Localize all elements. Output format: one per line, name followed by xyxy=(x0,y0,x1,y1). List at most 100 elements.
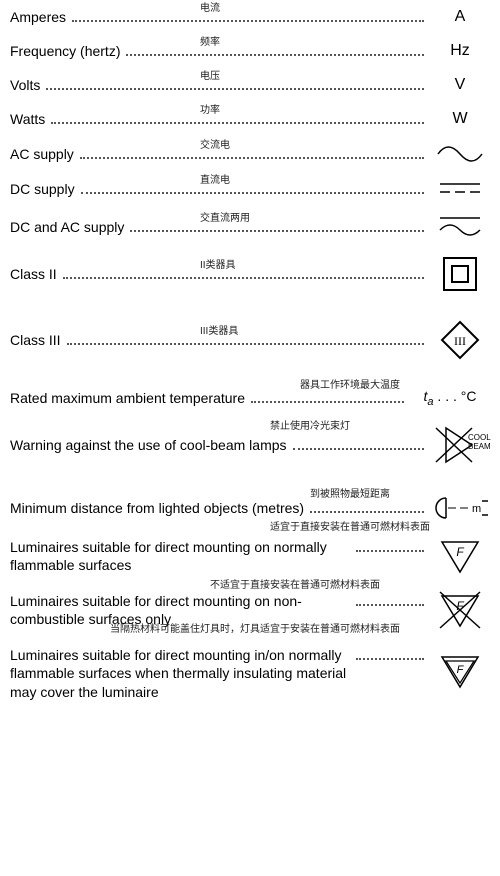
svg-text:COOL: COOL xyxy=(468,433,491,442)
chinese-annotation: 当隔热材料可能盖住灯具时，灯具适宜于安装在普通可燃材料表面 xyxy=(110,620,400,635)
definition-row: 器具工作环境最大温度Rated maximum ambient temperat… xyxy=(10,388,490,408)
ftri-icon: F xyxy=(438,538,482,574)
class2-icon xyxy=(442,256,478,292)
ac-icon xyxy=(436,144,484,164)
leader-dots xyxy=(293,448,424,450)
symbol-cell xyxy=(430,144,490,164)
leader-dots xyxy=(356,604,424,606)
term-label: Watts xyxy=(10,111,45,127)
chinese-annotation: 功率 xyxy=(200,101,220,116)
definition-row: 电压Volts V xyxy=(10,76,490,94)
chinese-annotation: 频率 xyxy=(200,33,220,48)
symbol-cell: III xyxy=(430,320,490,360)
symbols-list: 电流AmperesA频率Frequency (hertz)Hz电压VoltsV功… xyxy=(10,8,490,701)
leader-dots xyxy=(130,230,424,232)
coolbeam-icon: COOLBEAM xyxy=(432,424,488,466)
symbol-cell: ta . . . °C xyxy=(410,388,490,408)
chinese-annotation: 禁止使用冷光束灯 xyxy=(270,417,350,432)
svg-text:BEAM: BEAM xyxy=(468,442,491,451)
dc-icon xyxy=(436,180,484,198)
leader-dots xyxy=(356,658,424,660)
chinese-annotation: 器具工作环境最大温度 xyxy=(300,376,400,391)
leader-dots xyxy=(72,20,424,22)
label-column: III类器具Class III xyxy=(10,332,430,348)
term-label: Minimum distance from lighted objects (m… xyxy=(10,499,304,517)
symbol-text: Hz xyxy=(450,42,470,60)
leader-dots xyxy=(81,192,424,194)
definition-row: II类器具 Class II xyxy=(10,256,490,292)
leader-dots xyxy=(126,54,424,56)
symbol-cell: COOLBEAM xyxy=(430,424,490,466)
chinese-annotation: 到被照物最短距离 xyxy=(310,485,390,500)
symbol-cell: V xyxy=(430,76,490,94)
svg-text:F: F xyxy=(456,545,464,559)
chinese-annotation: 电压 xyxy=(200,67,220,82)
definition-row: 禁止使用冷光束灯Warning against the use of cool-… xyxy=(10,424,490,466)
label-column: 电压Volts xyxy=(10,77,430,93)
symbol-cell: A xyxy=(430,8,490,26)
term-label: DC and AC supply xyxy=(10,219,124,235)
chinese-annotation: 直流电 xyxy=(200,171,230,186)
svg-text:III: III xyxy=(454,334,466,348)
definition-row: 交直流两用DC and AC supply xyxy=(10,214,490,240)
distance-icon: m xyxy=(430,494,490,522)
term-label: Rated maximum ambient temperature xyxy=(10,390,245,406)
chinese-annotation: III类器具 xyxy=(200,322,238,337)
symbol-cell xyxy=(430,214,490,240)
term-label: Luminaires suitable for direct mounting … xyxy=(10,646,350,701)
label-column: II类器具Class II xyxy=(10,266,430,282)
leader-dots xyxy=(67,343,424,345)
leader-dots xyxy=(251,401,404,403)
leader-dots xyxy=(51,122,424,124)
symbol-text: V xyxy=(455,76,466,94)
chinese-annotation: 适宜于直接安装在普通可燃材料表面 xyxy=(270,518,430,533)
symbol-cell xyxy=(430,256,490,292)
symbol-cell: W xyxy=(430,110,490,128)
leader-dots xyxy=(80,157,424,159)
definition-row: 直流电DC supply xyxy=(10,180,490,198)
chinese-annotation: 不适宜于直接安装在普通可燃材料表面 xyxy=(210,576,380,591)
ftri_dbl-icon: F xyxy=(438,653,482,693)
symbol-text: W xyxy=(452,110,467,128)
label-column: 交直流两用DC and AC supply xyxy=(10,219,430,235)
label-column: 到被照物最短距离Minimum distance from lighted ob… xyxy=(10,499,430,517)
definition-row: 功率Watts W xyxy=(10,110,490,128)
term-label: Luminaires suitable for direct mounting … xyxy=(10,538,350,574)
class3-icon: III xyxy=(440,320,480,360)
label-column: 电流Amperes xyxy=(10,9,430,25)
leader-dots xyxy=(46,88,424,90)
ta-symbol: ta . . . °C xyxy=(424,388,477,408)
label-column: 适宜于直接安装在普通可燃材料表面Luminaires suitable for … xyxy=(10,538,430,574)
ftri_x-icon: F xyxy=(438,590,482,630)
chinese-annotation: II类器具 xyxy=(200,256,236,271)
chinese-annotation: 电流 xyxy=(200,0,220,14)
term-label: Warning against the use of cool-beam lam… xyxy=(10,437,287,453)
chinese-annotation: 交直流两用 xyxy=(200,209,250,224)
term-label: AC supply xyxy=(10,146,74,162)
term-label: Class III xyxy=(10,332,61,348)
label-column: 器具工作环境最大温度Rated maximum ambient temperat… xyxy=(10,390,410,406)
leader-dots xyxy=(63,277,424,279)
symbol-cell: F xyxy=(430,590,490,630)
definition-row: 频率Frequency (hertz) Hz xyxy=(10,42,490,60)
definition-row: 适宜于直接安装在普通可燃材料表面Luminaires suitable for … xyxy=(10,538,490,574)
label-column: 当隔热材料可能盖住灯具时，灯具适宜于安装在普通可燃材料表面Luminaires … xyxy=(10,646,430,701)
leader-dots xyxy=(310,511,424,513)
term-label: DC supply xyxy=(10,181,75,197)
label-column: 禁止使用冷光束灯Warning against the use of cool-… xyxy=(10,437,430,453)
label-column: 频率Frequency (hertz) xyxy=(10,43,430,59)
definition-row: III类器具Class IIIIII xyxy=(10,320,490,360)
label-column: 功率Watts xyxy=(10,111,430,127)
symbol-text: A xyxy=(455,8,466,26)
term-label: Volts xyxy=(10,77,40,93)
svg-text:F: F xyxy=(457,664,465,676)
definition-row: 交流电AC supply xyxy=(10,144,490,164)
symbol-cell: m xyxy=(430,494,490,522)
term-label: Class II xyxy=(10,266,57,282)
ta-suffix: . . . °C xyxy=(434,388,477,404)
label-column: 直流电DC supply xyxy=(10,181,430,197)
symbol-cell: F xyxy=(430,538,490,574)
definition-row: 电流Amperes A xyxy=(10,8,490,26)
leader-dots xyxy=(356,550,424,552)
term-label: Amperes xyxy=(10,9,66,25)
